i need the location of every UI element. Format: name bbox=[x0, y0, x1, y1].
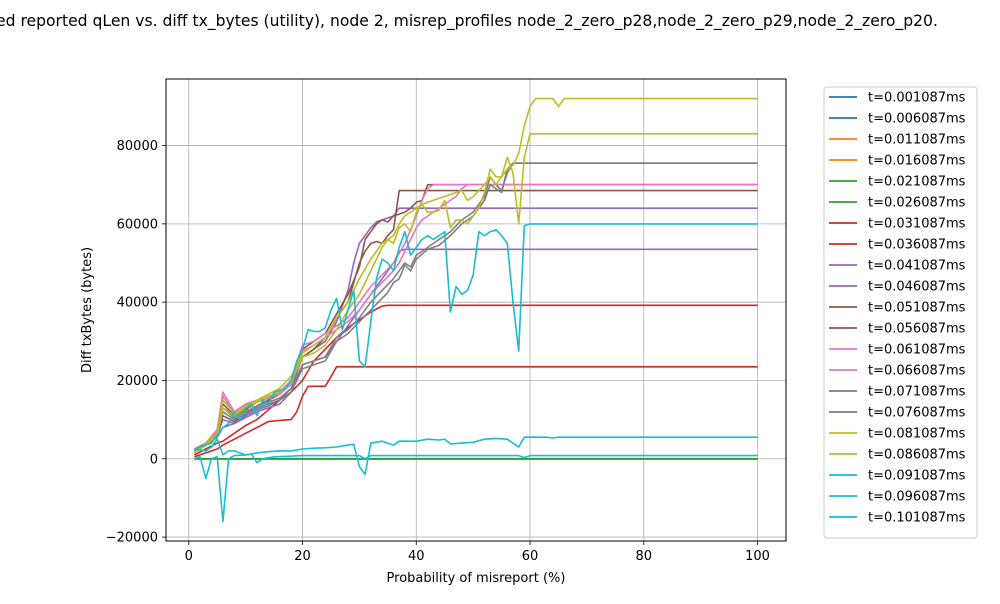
x-tick-label: 100 bbox=[745, 549, 770, 564]
legend-box bbox=[823, 86, 978, 539]
legend: t=0.001087ms t=0.006087ms t=0.011087ms t=0.… bbox=[823, 86, 978, 539]
series-line bbox=[193, 248, 758, 454]
series-line bbox=[194, 189, 758, 452]
series-line bbox=[194, 162, 758, 452]
legend-label: t=0.031087ms bbox=[868, 217, 966, 232]
legend-label: t=0.036087ms bbox=[868, 238, 966, 253]
legend-label: t=0.011087ms bbox=[868, 133, 966, 148]
chart-title: ed reported qLen vs. diff tx_bytes (util… bbox=[0, 12, 938, 30]
y-tick-label: 0 bbox=[150, 452, 158, 467]
series-line bbox=[193, 183, 758, 452]
x-tick-label: 40 bbox=[408, 549, 425, 564]
legend-label: t=0.056087ms bbox=[868, 322, 966, 337]
plot-series bbox=[193, 97, 758, 523]
y-tick-label: 40000 bbox=[117, 296, 158, 311]
legend-label: t=0.086087ms bbox=[868, 448, 966, 463]
plot-frame bbox=[165, 78, 787, 542]
legend-label: t=0.101087ms bbox=[868, 511, 966, 526]
legend-label: t=0.081087ms bbox=[868, 427, 966, 442]
series-line bbox=[194, 223, 758, 450]
legend-label: t=0.071087ms bbox=[868, 385, 966, 400]
y-tick-label: −20000 bbox=[106, 531, 158, 546]
x-tick-label: 60 bbox=[522, 549, 539, 564]
gridlines bbox=[166, 79, 786, 541]
axis-ticks: 0 20 40 60 80 100 −20000 0 20000 40000 60000 80000 bbox=[106, 139, 770, 564]
series-line bbox=[194, 453, 758, 523]
series-line bbox=[194, 304, 758, 456]
legend-label: t=0.051087ms bbox=[868, 301, 966, 316]
series-line bbox=[193, 162, 758, 452]
legend-label: t=0.046087ms bbox=[868, 280, 966, 295]
x-axis-label: Probability of misreport (%) bbox=[387, 571, 566, 586]
y-tick-label: 80000 bbox=[117, 139, 158, 154]
legend-label: t=0.001087ms bbox=[868, 91, 966, 106]
legend-label: t=0.021087ms bbox=[868, 175, 966, 190]
legend-label: t=0.016087ms bbox=[868, 154, 966, 169]
x-tick-label: 80 bbox=[636, 549, 653, 564]
y-axis-label: Diff txBytes (bytes) bbox=[80, 247, 95, 373]
legend-label: t=0.061087ms bbox=[868, 343, 966, 358]
x-tick-label: 0 bbox=[185, 549, 193, 564]
legend-label: t=0.091087ms bbox=[868, 469, 966, 484]
series-line bbox=[194, 207, 758, 452]
series-line bbox=[194, 366, 758, 458]
legend-label: t=0.006087ms bbox=[868, 112, 966, 127]
y-tick-label: 20000 bbox=[117, 374, 158, 389]
legend-label: t=0.026087ms bbox=[868, 196, 966, 211]
legend-label: t=0.096087ms bbox=[868, 490, 966, 505]
series-line bbox=[193, 97, 758, 454]
legend-label: t=0.066087ms bbox=[868, 364, 966, 379]
legend-label: t=0.041087ms bbox=[868, 259, 966, 274]
y-tick-label: 60000 bbox=[117, 217, 158, 232]
legend-label: t=0.076087ms bbox=[868, 406, 966, 421]
x-tick-label: 20 bbox=[294, 549, 311, 564]
